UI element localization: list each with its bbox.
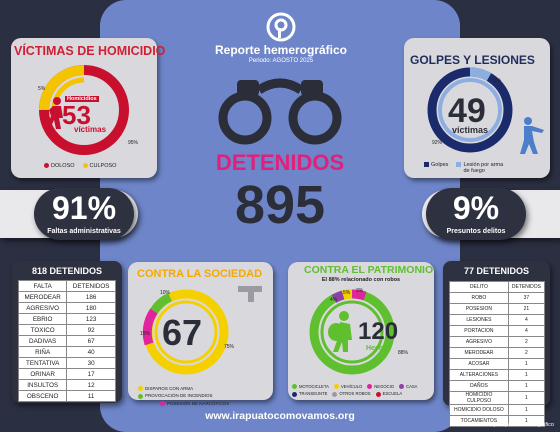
- gun-icon: [238, 286, 262, 302]
- sociedad-pct-b: 15%: [140, 331, 151, 337]
- table-header: DELITO DETENIDOS: [449, 281, 546, 293]
- footer-source: Fuente: SSPM y Reporte hemerográfico: [456, 422, 554, 428]
- sociedad-number: 67: [162, 312, 203, 353]
- table-row: ACOSAR 1: [449, 358, 546, 370]
- homicidios-legend: DOLOSO CULPOSO: [44, 163, 116, 169]
- table-row: PORTACION 4: [449, 325, 546, 337]
- legend-incendios: PROVOCACIÓN DE INCENDIOS: [138, 393, 213, 399]
- patrimonio-number: 120: [358, 318, 399, 345]
- handcuffs-icon: [218, 78, 342, 145]
- homicidios-pct-outer: 5%: [38, 86, 46, 92]
- homicidios-label: víctimas: [74, 125, 107, 134]
- patrimonio-pct-s3: 3%: [356, 288, 364, 294]
- table-row: HOMICIDIO DOLOSO 1: [449, 404, 546, 416]
- homicidios-pct-inner: 95%: [128, 140, 139, 146]
- patrimonio-pct-main: 88%: [398, 350, 409, 356]
- legend-negocio: NEGOCIO: [367, 384, 394, 390]
- golpes-legend: Golpes Lesión por arma de fuego: [424, 162, 508, 174]
- golpes-pct-a: 8%: [494, 78, 502, 84]
- sociedad-pct-c: 10%: [160, 290, 171, 296]
- report-title: Reporte hemerográfico: [214, 43, 348, 57]
- table-row: TOXICO 92: [17, 324, 116, 336]
- table-row: DADIVAS 67: [17, 335, 116, 347]
- sociedad-pct-a: 75%: [224, 344, 235, 350]
- homicidios-title: VÍCTIMAS DE HOMICIDIO: [14, 44, 166, 58]
- faltas-table: FALTA DETENIDOS MERODEAR 186 AGRESIVO 180 E…: [17, 280, 116, 402]
- report-period: Periodo: AGOSTO 2025: [248, 58, 314, 64]
- faltas-pct-label: Faltas administrativas: [47, 228, 121, 235]
- homicidios-badge: Homicidios: [65, 96, 99, 102]
- faltas-pct: 91%: [51, 190, 117, 226]
- delitos-title: 77 DETENIDOS: [463, 266, 530, 276]
- legend-disparos: DISPAROS CON ARMA: [138, 386, 193, 392]
- sociedad-legend: DISPAROS CON ARMA PROVOCACIÓN DE INCENDI…: [138, 386, 268, 406]
- table-row: INSULTOS 12: [17, 379, 116, 391]
- legend-vehiculo: VEHÍCULO: [333, 384, 362, 390]
- patrimonio-pct-s2: 5%: [343, 290, 351, 296]
- golpes-title: GOLPES Y LESIONES: [410, 53, 535, 67]
- legend-moto: MOTOCICLETA: [292, 384, 329, 390]
- patrimonio-subtitle: El 88% relacionado con robos: [321, 277, 401, 283]
- table-row: AGRESIVO 180: [17, 302, 116, 314]
- detenidos-number: 895: [234, 175, 326, 235]
- golpes-number: 49: [448, 92, 486, 130]
- legend-escuela: ESCUELA: [375, 391, 402, 397]
- delitos-stat-circle: [426, 188, 526, 240]
- victim-figure-icon: [46, 97, 63, 129]
- patrimonio-title: CONTRA EL PATRIMONIO: [304, 264, 434, 276]
- table-row: TENTATIVA 30: [17, 357, 116, 369]
- legend-culposo: CULPOSO: [82, 163, 116, 169]
- golpes-donut: [427, 67, 513, 153]
- table-row: EBRIO 123: [17, 313, 116, 325]
- thief-icon: [328, 311, 352, 352]
- patrimonio-label: Hechos: [366, 345, 392, 352]
- table-row: OBSCENO 11: [17, 390, 116, 402]
- legend-casa: CASA: [399, 384, 417, 390]
- delitos-pct: 9%: [452, 190, 500, 226]
- table-row: POSESION 21: [449, 303, 546, 315]
- legend-doloso: DOLOSO: [44, 163, 75, 169]
- logo-icon: [266, 12, 296, 42]
- patrimonio-donut: [309, 289, 395, 375]
- golpes-pct-b: 92%: [432, 140, 443, 146]
- legend-otros: OTROS ROBOS: [332, 391, 371, 397]
- table-row: AGRESIVO 2: [449, 336, 546, 348]
- legend-golpes: Golpes: [424, 162, 448, 168]
- table-row: MERODEAR 2: [449, 347, 546, 359]
- patrimonio-legend: MOTOCICLETA VEHÍCULO NEGOCIO CASA TRANSE…: [292, 384, 432, 397]
- sociedad-title: CONTRA LA SOCIEDAD: [137, 268, 263, 280]
- table-row: TOCAMIENTOS 1: [449, 415, 546, 427]
- patrimonio-pct-s1: 4%: [330, 297, 338, 303]
- delitos-pct-label: Presuntos delitos: [446, 228, 506, 235]
- table-row: ORINAR 17: [17, 368, 116, 380]
- faltas-stat-circle: [34, 188, 134, 240]
- table-row: ROBO 37: [449, 292, 546, 304]
- sociedad-donut: [142, 289, 229, 375]
- footer-url[interactable]: www.irapuatocomovamos.org: [205, 410, 355, 422]
- table-row: ALTERACIONES 1: [449, 369, 546, 381]
- detenidos-label: DETENIDOS: [215, 150, 345, 175]
- table-header: FALTA DETENIDOS: [17, 280, 116, 292]
- faltas-title: 818 DETENIDOS: [31, 266, 103, 276]
- table-row: DAÑOS 1: [449, 380, 546, 392]
- table-row: RIÑA 40: [17, 346, 116, 358]
- legend-transeunte: TRANSEUNTE: [292, 391, 327, 397]
- legend-narcoticos: POSESIÓN DE NARCÓTICOS: [160, 401, 229, 406]
- table-row: LESIONES 4: [449, 314, 546, 326]
- fighter-icon: [520, 117, 544, 154]
- table-row: MERODEAR 186: [17, 291, 116, 303]
- delitos-table: DELITO DETENIDOS ROBO 37 POSESION 21 LESION…: [449, 281, 546, 427]
- homicidios-number: 53: [62, 100, 91, 130]
- homicidios-donut: [39, 65, 129, 155]
- table-row: HOMICIDIO CULPOSO 1: [449, 391, 546, 405]
- golpes-label: víctimas: [452, 125, 489, 135]
- legend-arma: Lesión por arma de fuego: [456, 162, 508, 174]
